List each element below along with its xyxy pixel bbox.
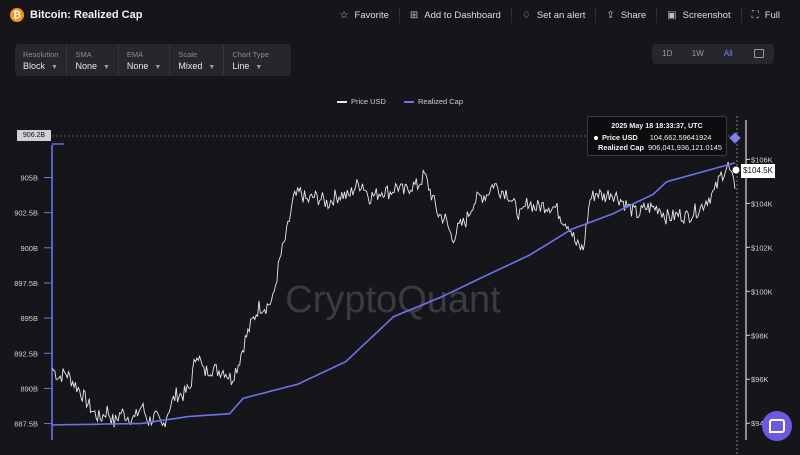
sma-value: None [75,60,97,71]
ema-value: None [126,60,149,71]
sma-label: SMA [75,49,92,59]
y-right-tick-label: $104K [751,199,773,208]
favorite-button[interactable]: ☆ Favorite [330,7,399,23]
favorite-label: Favorite [354,9,389,21]
bell-icon: ♢ [521,9,531,21]
caret-down-icon: ▼ [51,63,58,71]
y-right-tick-label: $96K [751,375,769,384]
range-all-button[interactable]: All [723,49,733,58]
watermark: CryptoQuant [285,279,501,321]
share-button[interactable]: ⇪ Share [595,7,656,23]
series-price-usd[interactable] [51,161,736,428]
y-right-tick-label: $98K [751,331,769,340]
ema-select[interactable]: EMA None ▼ [119,44,171,76]
y-left-tick-label: 905B [20,173,38,182]
caret-down-icon: ▼ [154,63,162,71]
scale-select[interactable]: Scale Mixed ▼ [170,44,225,76]
screenshot-button[interactable]: ▣ Screenshot [656,7,741,23]
y-left-tick-label: 887.5B [14,420,38,429]
left-axis-tag: 906.2B [17,130,51,141]
resolution-select[interactable]: Resolution Block ▼ [15,44,68,76]
camera-icon: ▣ [667,9,677,21]
legend-price-usd[interactable]: Price USD [336,97,386,106]
ema-label: EMA [126,49,144,59]
page-title: Bitcoin: Realized Cap [30,9,143,21]
set-alert-button[interactable]: ♢ Set an alert [510,7,596,23]
legend-realized-cap[interactable]: Realized Cap [403,97,464,106]
header-actions: ☆ Favorite ⊞ Add to Dashboard ♢ Set an a… [330,0,790,30]
tooltip-time: 2025 May 18 18:33:37, UTC [611,121,703,130]
y-left-tick-label: 895B [20,314,38,323]
y-axis-right: $106K $104K $102K $100K $98K $96K $94K [746,155,773,428]
set-alert-label: Set an alert [536,9,586,21]
tooltip-price-value: 104,662.59641924 [649,133,712,142]
add-to-dashboard-button[interactable]: ⊞ Add to Dashboard [398,7,511,23]
price-marker [732,166,740,174]
legend-swatch [336,100,347,103]
y-left-tick-label: 892.5B [14,349,38,358]
chat-button[interactable] [762,411,792,441]
calendar-button[interactable] [744,44,775,64]
diamond-icon [592,145,596,150]
y-left-tick-label: 897.5B [14,279,38,288]
share-icon: ⇪ [606,9,615,21]
full-button[interactable]: ⛶ Full [740,7,790,23]
y-left-tick-label: 900B [20,244,38,253]
caret-down-icon: ▼ [102,63,110,71]
add-to-dashboard-label: Add to Dashboard [424,9,501,21]
caret-down-icon: ▼ [255,63,263,71]
tooltip-cap-label: Realized Cap [598,143,645,152]
y-axis-left: 905B 902.5B 900B 897.5B 895B 892.5B 890B 887.5B [14,173,52,429]
chat-icon [769,419,785,433]
sma-select[interactable]: SMA None ▼ [67,44,119,76]
fullscreen-icon: ⛶ [751,9,759,21]
brand: ₿ Bitcoin: Realized Cap [10,8,142,22]
chart-legend: Price USD Realized Cap [0,97,800,106]
range-1w-button[interactable]: 1W [691,49,704,58]
calendar-icon [753,49,764,59]
dot-icon [594,135,598,140]
tooltip-cap-value: 906,041,936,121.0145 [648,143,722,152]
chart-type-value: Line [232,60,250,71]
bitcoin-icon: ₿ [10,8,24,22]
chart-controls: Resolution Block ▼ SMA None ▼ EMA None ▼ Sc… [15,44,291,76]
series-realized-cap[interactable] [51,162,736,426]
chart-tooltip: 2025 May 18 18:33:37, UTC Price USD 104,… [587,116,727,156]
y-left-tick-label: 902.5B [14,209,38,218]
resolution-label: Resolution [23,49,59,59]
share-label: Share [620,9,647,21]
legend-label: Price USD [350,97,386,106]
y-right-tick-label: $102K [751,243,773,252]
tooltip-price-label: Price USD [602,133,638,142]
screenshot-label: Screenshot [682,9,731,21]
top-bar: ₿ Bitcoin: Realized Cap ☆ Favorite ⊞ Add… [0,0,800,30]
tooltip-row-cap: Realized Cap 906,041,936,121.0145 [592,143,722,152]
y-left-tick-label: 890B [20,384,38,393]
chart-type-label: Chart Type [232,49,269,59]
y-right-tick-label: $106K [751,155,773,164]
y-right-tick-label: $94K [751,419,769,428]
y-right-tick-label: $100K [751,287,773,296]
chart-type-select[interactable]: Chart Type Line ▼ [224,44,277,76]
dashboard-icon: ⊞ [409,9,419,21]
legend-label: Realized Cap [417,97,464,106]
full-label: Full [764,9,780,21]
range-1d-button[interactable]: 1D [662,49,673,58]
tooltip-row-price: Price USD 104,662.59641924 [594,133,720,142]
scale-value: Mixed [178,60,203,71]
legend-swatch [403,100,414,103]
caret-down-icon: ▼ [208,63,216,71]
star-icon: ☆ [339,9,349,21]
resolution-value: Block [23,60,46,71]
range-selector: 1D 1W All [652,44,774,64]
scale-label: Scale [178,49,198,59]
price-tag: $104.5K [741,164,775,178]
realized-cap-marker [729,132,741,144]
